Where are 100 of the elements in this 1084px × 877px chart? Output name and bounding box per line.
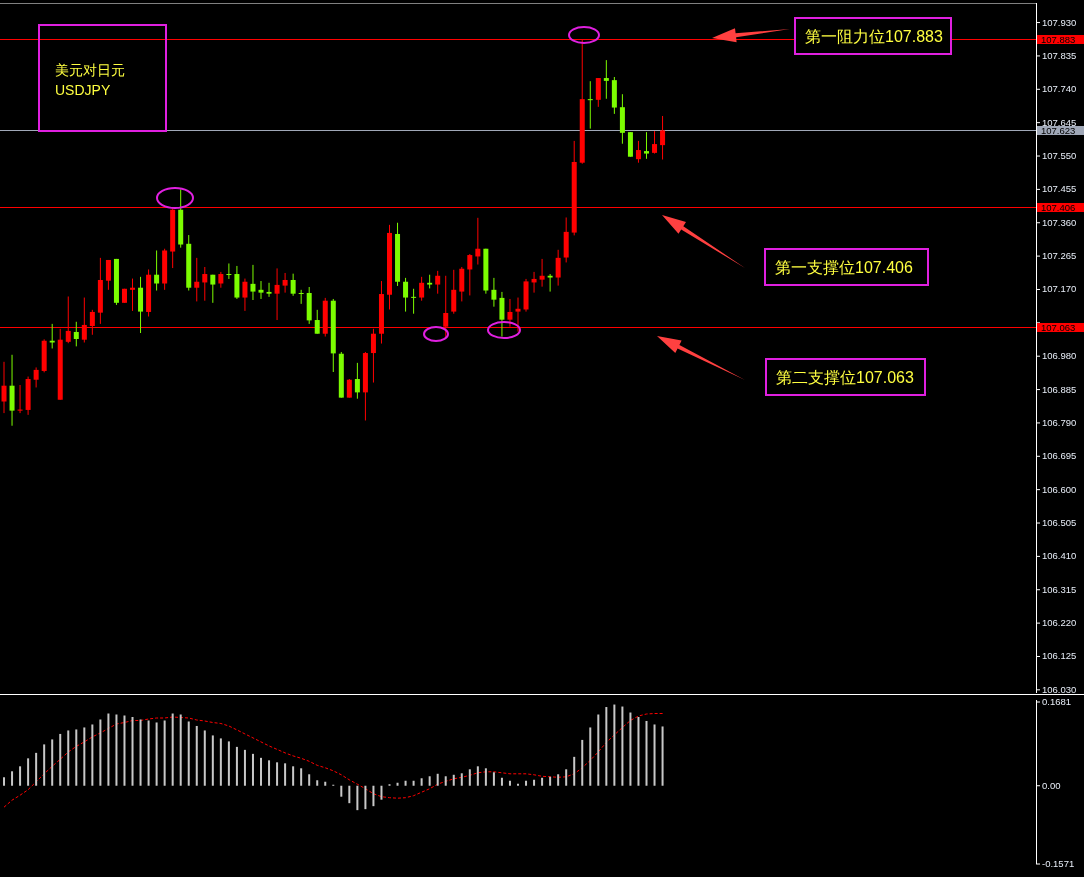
bar	[19, 766, 22, 786]
bar	[581, 739, 584, 786]
bar	[404, 780, 407, 786]
candlestick	[603, 59, 609, 100]
candlestick	[459, 266, 465, 302]
bar	[476, 766, 479, 786]
bar	[227, 741, 230, 786]
candlestick	[451, 269, 457, 315]
bar	[324, 781, 327, 786]
candlestick	[33, 366, 39, 388]
bar	[340, 785, 343, 797]
bar	[468, 769, 471, 786]
bar	[372, 785, 375, 807]
candlestick	[491, 277, 497, 308]
bar	[420, 778, 423, 786]
y-tick-label: 107.455	[1042, 183, 1077, 195]
bar	[492, 772, 495, 786]
bar	[637, 716, 640, 786]
bar	[549, 776, 552, 786]
bar	[396, 782, 399, 786]
y-tick-label: -0.1571	[1042, 858, 1075, 869]
bar	[460, 773, 463, 786]
bar	[348, 785, 351, 804]
candlestick	[475, 217, 481, 266]
candlestick	[644, 131, 649, 160]
y-tick-label: 107.835	[1042, 49, 1077, 61]
y-tick-label: 106.600	[1042, 483, 1077, 495]
bar	[308, 774, 311, 786]
candlestick	[411, 288, 417, 315]
candlestick	[555, 249, 561, 287]
bar	[276, 762, 279, 786]
y-tick-label: 107.645	[1042, 116, 1077, 128]
bar	[557, 774, 560, 786]
bar	[99, 719, 102, 786]
candlestick	[130, 278, 136, 312]
candlestick	[202, 266, 208, 302]
y-tick-label: 107.265	[1042, 250, 1077, 262]
candlestick	[242, 278, 248, 312]
bar	[380, 785, 383, 800]
text: USDJPY	[55, 82, 111, 98]
candlestick	[635, 140, 641, 164]
bar	[605, 707, 608, 786]
y-tick-label: 107.930	[1042, 16, 1077, 28]
bar	[428, 776, 431, 786]
y-tick-label: 107.740	[1042, 83, 1077, 95]
candlestick	[282, 272, 288, 294]
candlestick	[266, 282, 272, 298]
candlestick	[49, 323, 55, 349]
bar	[131, 716, 134, 786]
bar	[179, 714, 182, 786]
y-tick-label: 0.1681	[1042, 696, 1072, 707]
bar	[565, 769, 568, 786]
bar	[661, 726, 664, 786]
y-tick-label: 106.125	[1042, 650, 1077, 662]
bar	[452, 774, 455, 786]
annotation: 第一支撑位107.406	[775, 259, 913, 276]
y-tick-label: 106.505	[1042, 517, 1077, 529]
bar	[541, 777, 544, 786]
candlestick	[354, 362, 360, 400]
text: 美元对日元	[55, 62, 125, 78]
bar	[316, 780, 319, 786]
bar	[123, 715, 126, 786]
candlestick	[595, 77, 601, 108]
y-tick-label: 107.170	[1042, 283, 1077, 295]
bar	[597, 714, 600, 786]
annotation: 第一阻力位107.883	[805, 28, 943, 45]
candlestick	[274, 267, 280, 321]
bar	[83, 727, 86, 786]
candlestick	[467, 253, 473, 296]
bar	[484, 768, 487, 786]
candlestick	[226, 262, 232, 280]
bar	[11, 771, 14, 786]
bar	[508, 780, 511, 786]
y-tick-label: 106.790	[1042, 416, 1077, 428]
bar	[155, 722, 158, 786]
bar	[412, 780, 415, 786]
bar	[251, 753, 254, 786]
candlestick	[652, 130, 658, 155]
candlestick	[138, 276, 144, 334]
bar	[43, 744, 46, 786]
bar	[51, 739, 54, 786]
bar	[613, 704, 616, 786]
bar	[573, 756, 576, 786]
y-tick-label: 107.360	[1042, 216, 1077, 228]
bar	[171, 713, 174, 786]
bar	[525, 780, 528, 786]
candlestick	[250, 264, 256, 301]
bar	[195, 725, 198, 786]
bar	[629, 712, 632, 786]
bar	[59, 733, 62, 786]
bar	[621, 706, 624, 786]
candlestick	[234, 265, 240, 300]
candlestick	[660, 115, 666, 161]
candlestick	[587, 80, 593, 130]
y-tick-label: 106.695	[1042, 450, 1077, 462]
ref-line-label: 107.406	[1041, 202, 1076, 213]
candlestick	[403, 277, 409, 313]
candlestick	[290, 273, 296, 297]
candlestick	[346, 378, 352, 399]
y-tick-label: 106.885	[1042, 383, 1077, 395]
